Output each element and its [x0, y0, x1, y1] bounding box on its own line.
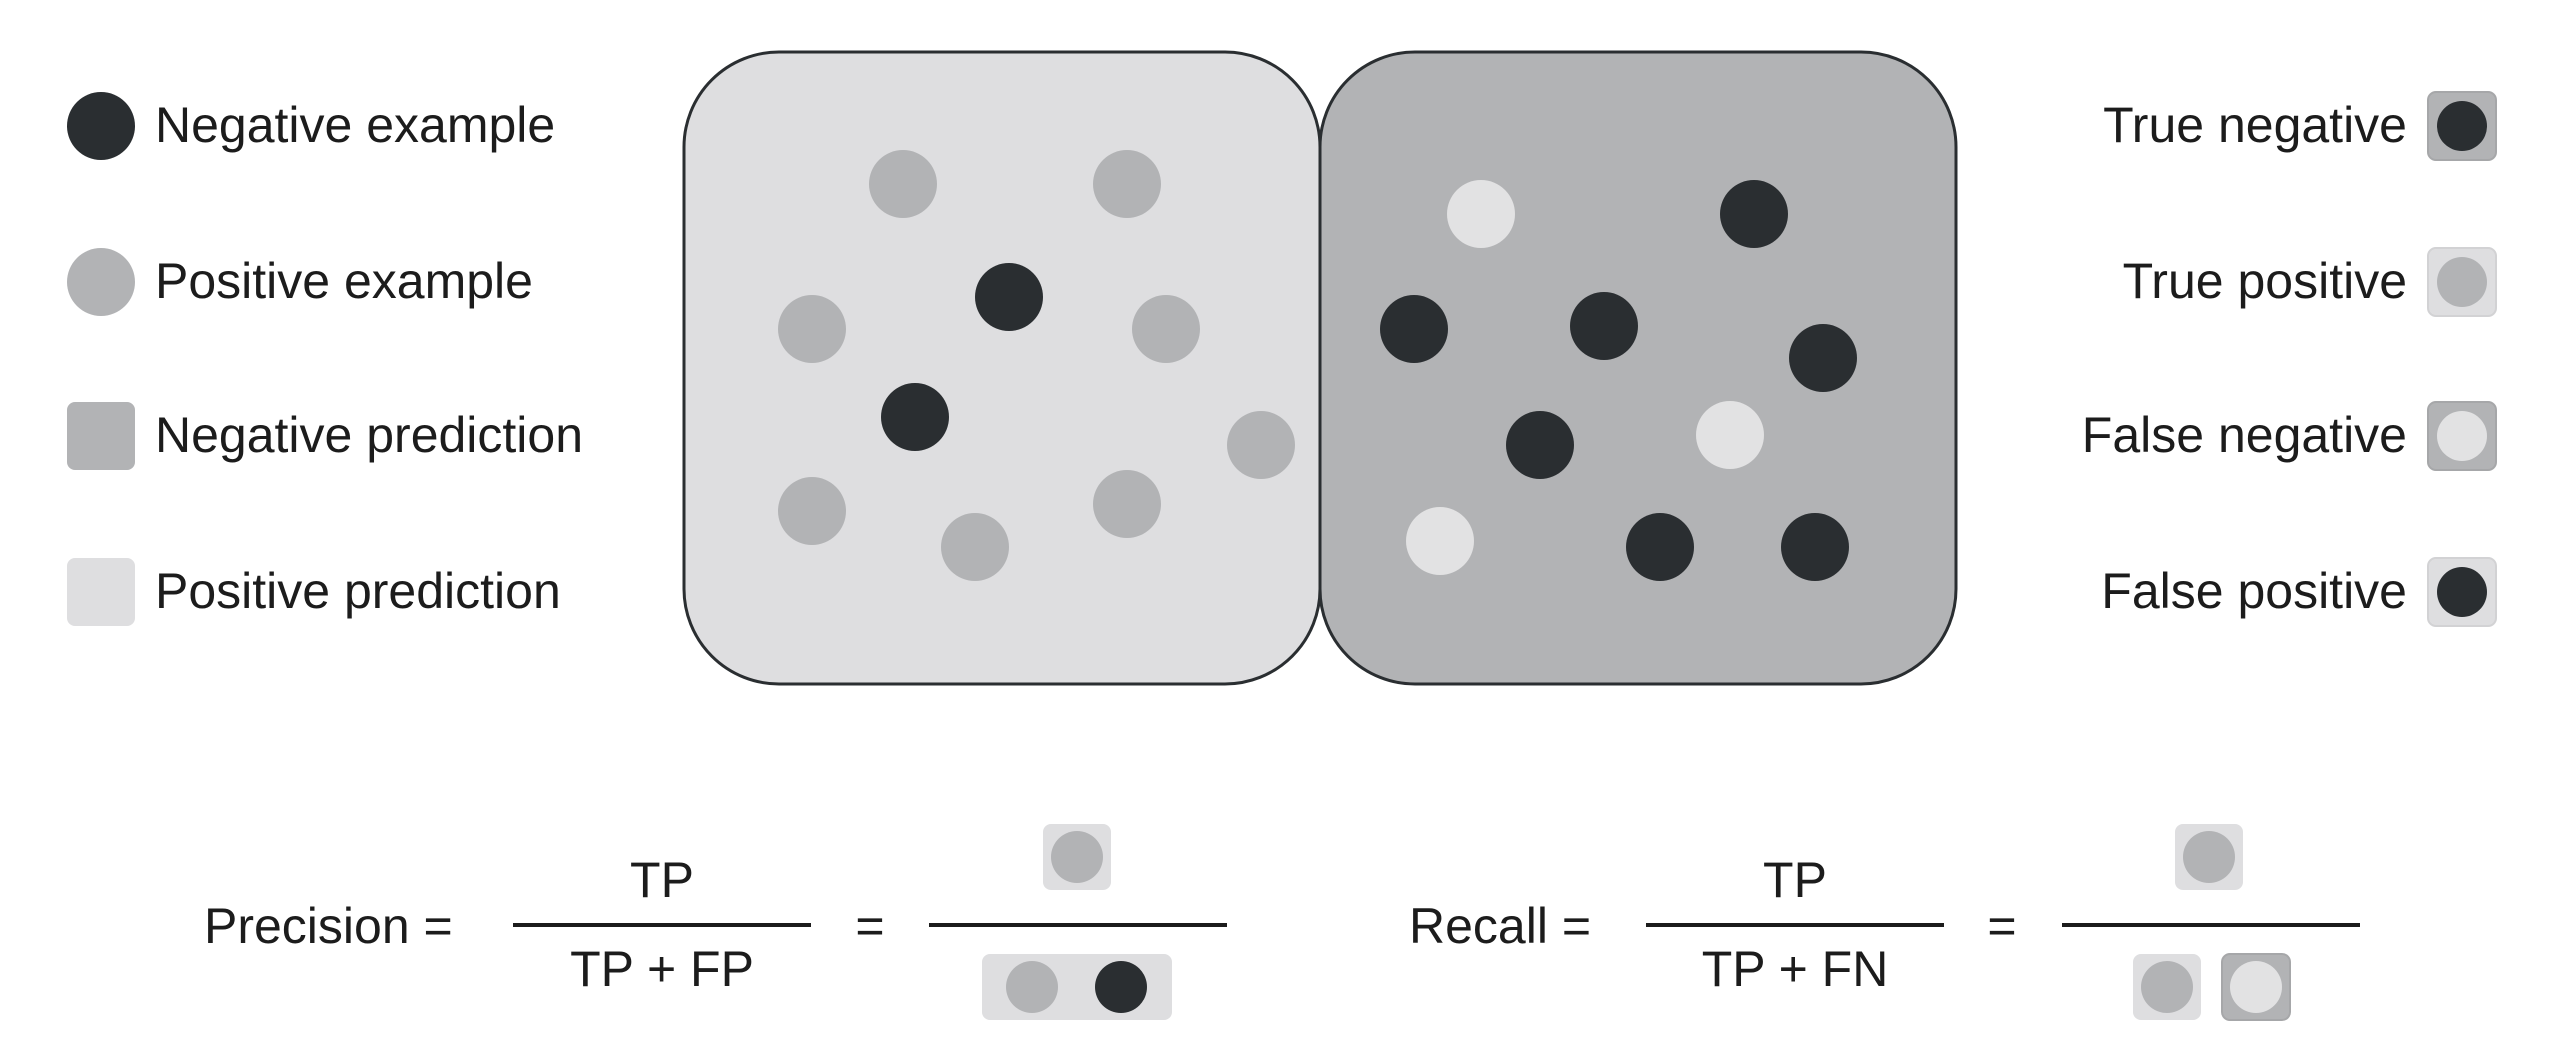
false-negative-dot	[1447, 180, 1515, 248]
gray-circle-icon	[1006, 961, 1058, 1013]
legend-right: True negative True positive False negati…	[2082, 91, 2497, 627]
recall-formula: Recall = TP TP + FN =	[1409, 824, 2360, 1021]
legend-positive-prediction: Positive prediction	[67, 558, 561, 626]
legend-true-negative: True negative	[2103, 91, 2497, 161]
positive-prediction-panel	[682, 50, 1322, 686]
true-positive-dot	[778, 295, 846, 363]
true-negative-dot	[1781, 513, 1849, 581]
false-positive-dot	[975, 263, 1043, 331]
legend-label: Negative prediction	[155, 407, 583, 463]
recall-label: Recall =	[1409, 898, 1591, 954]
true-positive-dot	[1093, 470, 1161, 538]
legend-label: Positive prediction	[155, 563, 561, 619]
legend-label: True positive	[2123, 253, 2407, 309]
precision-label: Precision =	[204, 898, 453, 954]
recall-denominator: TP + FN	[1702, 941, 1889, 997]
true-negative-dot	[1506, 411, 1574, 479]
true-negative-dot	[1570, 292, 1638, 360]
legend-left: Negative example Positive example Negati…	[67, 92, 583, 626]
dark-circle-icon	[1095, 961, 1147, 1013]
precision-formula: Precision = TP TP + FP =	[204, 824, 1227, 1020]
equals-sign: =	[1987, 898, 2016, 954]
light-gray-square-icon	[67, 558, 135, 626]
legend-label: Negative example	[155, 97, 555, 153]
precision-denominator: TP + FP	[570, 941, 754, 997]
gray-circle-icon	[1051, 831, 1103, 883]
dark-gray-square-icon	[67, 402, 135, 470]
true-negative-dot	[1380, 295, 1448, 363]
gray-circle-icon	[2141, 961, 2193, 1013]
true-positive-dot	[778, 477, 846, 545]
legend-negative-example: Negative example	[67, 92, 555, 160]
legend-false-negative: False negative	[2082, 401, 2497, 471]
precision-numerator: TP	[630, 852, 694, 908]
equals-sign: =	[855, 898, 884, 954]
recall-numerator: TP	[1763, 852, 1827, 908]
gray-circle-icon	[67, 248, 135, 316]
legend-label: False negative	[2082, 407, 2407, 463]
legend-negative-prediction: Negative prediction	[67, 402, 583, 470]
true-positive-dot	[869, 150, 937, 218]
true-positive-dot	[1093, 150, 1161, 218]
dark-circle-icon	[67, 92, 135, 160]
false-negative-dot	[1696, 401, 1764, 469]
true-positive-dot	[1227, 411, 1295, 479]
true-positive-dot	[941, 513, 1009, 581]
legend-false-positive: False positive	[2101, 557, 2497, 627]
light-circle-icon	[2230, 961, 2282, 1013]
legend-true-positive: True positive	[2123, 247, 2497, 317]
gray-circle-icon	[2437, 257, 2487, 307]
legend-label: False positive	[2101, 563, 2407, 619]
legend-label: Positive example	[155, 253, 533, 309]
dark-circle-icon	[2437, 101, 2487, 151]
gray-circle-icon	[2183, 831, 2235, 883]
true-negative-dot	[1789, 324, 1857, 392]
light-circle-icon	[2437, 411, 2487, 461]
legend-positive-example: Positive example	[67, 248, 533, 316]
true-negative-dot	[1720, 180, 1788, 248]
dark-circle-icon	[2437, 567, 2487, 617]
true-positive-dot	[1132, 295, 1200, 363]
legend-label: True negative	[2103, 97, 2407, 153]
false-positive-dot	[881, 383, 949, 451]
prediction-panels	[682, 50, 1958, 686]
false-negative-dot	[1406, 507, 1474, 575]
true-negative-dot	[1626, 513, 1694, 581]
negative-prediction-panel	[1318, 50, 1958, 686]
